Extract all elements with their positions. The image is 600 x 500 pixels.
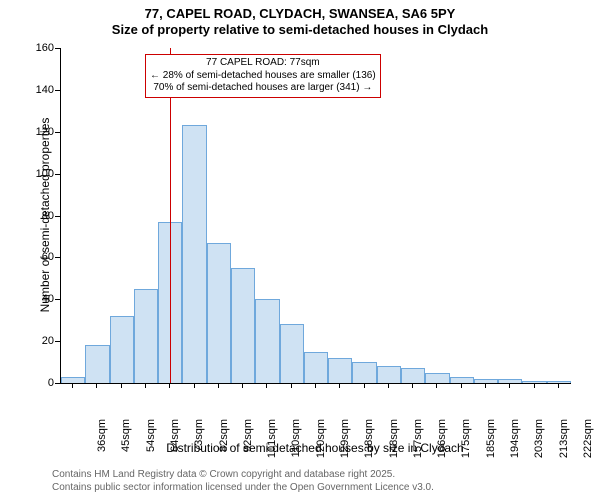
y-tick-mark (55, 216, 60, 217)
y-tick-mark (55, 174, 60, 175)
y-tick-label: 160 (28, 42, 54, 54)
footer-line: Contains public sector information licen… (52, 481, 434, 494)
x-tick-mark (315, 383, 316, 388)
y-tick-mark (55, 48, 60, 49)
y-tick-mark (55, 299, 60, 300)
plot-area (60, 48, 571, 384)
x-axis-label: Distribution of semi-detached houses by … (60, 441, 570, 455)
histogram-bar (328, 358, 352, 383)
histogram-bar (522, 381, 546, 383)
histogram-bar (231, 268, 255, 383)
x-tick-mark (436, 383, 437, 388)
property-marker-line (170, 48, 171, 383)
x-tick-mark (169, 383, 170, 388)
y-tick-mark (55, 341, 60, 342)
x-tick-mark (121, 383, 122, 388)
histogram-bar (85, 345, 109, 383)
attribution-footer: Contains HM Land Registry data © Crown c… (52, 468, 434, 494)
histogram-bar (182, 125, 206, 383)
callout-line: 70% of semi-detached houses are larger (… (150, 82, 376, 95)
x-tick-mark (412, 383, 413, 388)
histogram-bar (352, 362, 376, 383)
chart-title: 77, CAPEL ROAD, CLYDACH, SWANSEA, SA6 5P… (0, 0, 600, 39)
x-tick-mark (461, 383, 462, 388)
title-line-2: Size of property relative to semi-detach… (0, 22, 600, 38)
x-tick-mark (485, 383, 486, 388)
x-tick-mark (509, 383, 510, 388)
y-tick-mark (55, 90, 60, 91)
x-tick-mark (242, 383, 243, 388)
histogram-bar (401, 368, 425, 383)
x-tick-mark (266, 383, 267, 388)
y-tick-label: 0 (28, 377, 54, 389)
histogram-bar (498, 379, 522, 383)
y-axis-label: Number of semi-detached properties (38, 85, 52, 345)
x-tick-mark (96, 383, 97, 388)
property-callout: 77 CAPEL ROAD: 77sqm← 28% of semi-detach… (145, 54, 381, 98)
callout-line: ← 28% of semi-detached houses are smalle… (150, 70, 376, 83)
x-tick-label: 222sqm (582, 419, 594, 469)
histogram-bar (280, 324, 304, 383)
footer-line: Contains HM Land Registry data © Crown c… (52, 468, 434, 481)
histogram-bar (450, 377, 474, 383)
x-tick-mark (558, 383, 559, 388)
x-tick-mark (388, 383, 389, 388)
histogram-bar (547, 381, 571, 383)
x-tick-mark (534, 383, 535, 388)
x-tick-mark (72, 383, 73, 388)
y-tick-mark (55, 383, 60, 384)
histogram-bar (304, 352, 328, 383)
x-tick-mark (364, 383, 365, 388)
callout-line: 77 CAPEL ROAD: 77sqm (150, 57, 376, 70)
x-tick-mark (218, 383, 219, 388)
title-line-1: 77, CAPEL ROAD, CLYDACH, SWANSEA, SA6 5P… (0, 6, 600, 22)
histogram-bar (255, 299, 279, 383)
x-tick-mark (194, 383, 195, 388)
x-tick-mark (339, 383, 340, 388)
x-tick-mark (291, 383, 292, 388)
y-tick-mark (55, 132, 60, 133)
histogram-bar (110, 316, 134, 383)
y-tick-mark (55, 257, 60, 258)
histogram-bar (207, 243, 231, 383)
histogram-bar (61, 377, 85, 383)
histogram-bar (425, 373, 449, 383)
histogram-bar (134, 289, 158, 383)
histogram-bar (377, 366, 401, 383)
x-tick-mark (145, 383, 146, 388)
